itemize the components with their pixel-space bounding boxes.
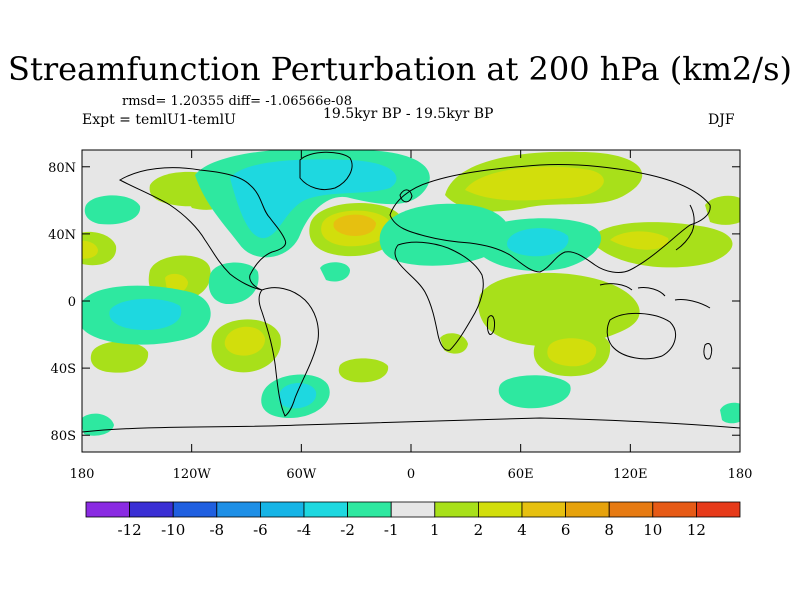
- colorbar: -12 -10 -8 -6 -4 -2 -1 1 2 4 6 8 10 12: [85, 501, 741, 539]
- colorbar-swatch: [347, 501, 392, 518]
- y-tick-label: 0: [68, 295, 76, 310]
- colorbar-label: 8: [604, 521, 614, 539]
- colorbar-swatch: [172, 501, 218, 518]
- rmsd-diff-text: rmsd= 1.20355 diff= -1.06566e-08: [122, 94, 352, 109]
- coastline-europe-asia: [389, 164, 711, 273]
- contour-negative-sa-core: [278, 383, 317, 409]
- coastline-africa: [394, 241, 484, 351]
- contour-negative-atlantic-small: [320, 262, 350, 282]
- colorbar-swatch: [652, 501, 697, 518]
- y-tick-label: 40S: [51, 362, 76, 377]
- coastline-japan: [675, 204, 695, 251]
- coastline-australia: [606, 312, 677, 360]
- figure-title: Streamfunction Perturbation at 200 hPa (…: [8, 50, 792, 88]
- contour-negative-arabia-core: [506, 228, 569, 257]
- contour-positive-sp-core: [224, 326, 266, 356]
- colorbar-swatch: [85, 501, 130, 518]
- contour-negative-far-east: [720, 402, 740, 424]
- season-label: DJF: [708, 112, 735, 128]
- colorbar-swatch: [390, 501, 436, 518]
- contour-negative-indian-south: [498, 375, 571, 409]
- colorbar-label: -4: [297, 521, 312, 539]
- contour-negative-arctic-core: [230, 159, 397, 239]
- colorbar-label: 6: [561, 521, 571, 539]
- y-axis: 80N 40N 0 40S 80S: [48, 161, 740, 444]
- contour-positive-wp-core: [610, 231, 669, 250]
- colorbar-swatch: [216, 501, 261, 518]
- coastlines: [82, 151, 740, 433]
- contour-positive-far-east: [705, 195, 740, 225]
- colorbar-swatch: [521, 501, 566, 518]
- colorbar-swatch: [259, 501, 305, 518]
- x-tick-label: 120E: [613, 467, 647, 482]
- colorbar-swatch: [477, 501, 523, 518]
- experiment-label: Expt = temlU1-temlU: [82, 112, 236, 128]
- colorbar-label: 1: [430, 521, 440, 539]
- contour-positive-atlantic-core: [333, 214, 376, 236]
- contour-positive-africa-south: [440, 333, 468, 354]
- contour-negative-pacific-core: [109, 298, 182, 330]
- x-tick-label: 180: [70, 467, 95, 482]
- coastline-greenland: [299, 151, 353, 191]
- colorbar-label: -12: [118, 521, 142, 539]
- contour-positive-indian-core: [547, 338, 597, 367]
- colorbar-swatch: [129, 501, 174, 518]
- contour-positive-west-sp: [90, 341, 149, 373]
- colorbar-label: 12: [687, 521, 706, 539]
- colorbar-label: -6: [253, 521, 268, 539]
- x-tick-label: 120W: [173, 467, 212, 482]
- colorbar-label: -10: [161, 521, 185, 539]
- colorbar-label: -2: [340, 521, 355, 539]
- colorbar-swatch: [434, 501, 479, 518]
- y-tick-label: 80S: [51, 429, 76, 444]
- colorbar-swatch: [608, 501, 654, 518]
- contour-positive-ep-core: [165, 273, 188, 293]
- colorbar-swatch: [565, 501, 610, 518]
- contour-positive-indian: [478, 272, 640, 347]
- contour-positive-dateline-core: [82, 240, 98, 259]
- contour-positive-south-atl: [338, 358, 389, 383]
- x-tick-label: 60E: [508, 467, 534, 482]
- contour-positive-asia-core: [465, 166, 604, 201]
- colorbar-label: -8: [209, 521, 224, 539]
- colorbar-swatch: [696, 501, 741, 518]
- coastline-uk: [399, 189, 413, 203]
- x-tick-label: 180: [728, 467, 753, 482]
- coastline-indonesia: [599, 283, 711, 309]
- coastline-antarctica: [82, 417, 740, 433]
- contour-negative-north-pacific: [84, 195, 141, 225]
- colorbar-label: 2: [474, 521, 484, 539]
- x-tick-label: 60W: [286, 467, 317, 482]
- x-axis: 180 120W 60W 0 60E 120E 180: [70, 150, 753, 482]
- period-label: 19.5kyr BP - 19.5kyr BP: [323, 106, 494, 122]
- y-tick-label: 40N: [48, 228, 76, 243]
- colorbar-label: 4: [517, 521, 527, 539]
- colorbar-label: -1: [384, 521, 399, 539]
- coastline-madagascar: [487, 315, 495, 335]
- contour-negative-tropical-pacific: [208, 262, 259, 305]
- coastline-south-america: [258, 287, 319, 417]
- contour-fill-layer: [82, 150, 740, 436]
- coastline-north-america: [118, 167, 287, 291]
- coastline-new-zealand: [703, 343, 713, 360]
- x-tick-label: 0: [407, 467, 415, 482]
- y-tick-label: 80N: [48, 161, 76, 176]
- colorbar-label: 10: [643, 521, 662, 539]
- colorbar-swatch: [303, 501, 348, 518]
